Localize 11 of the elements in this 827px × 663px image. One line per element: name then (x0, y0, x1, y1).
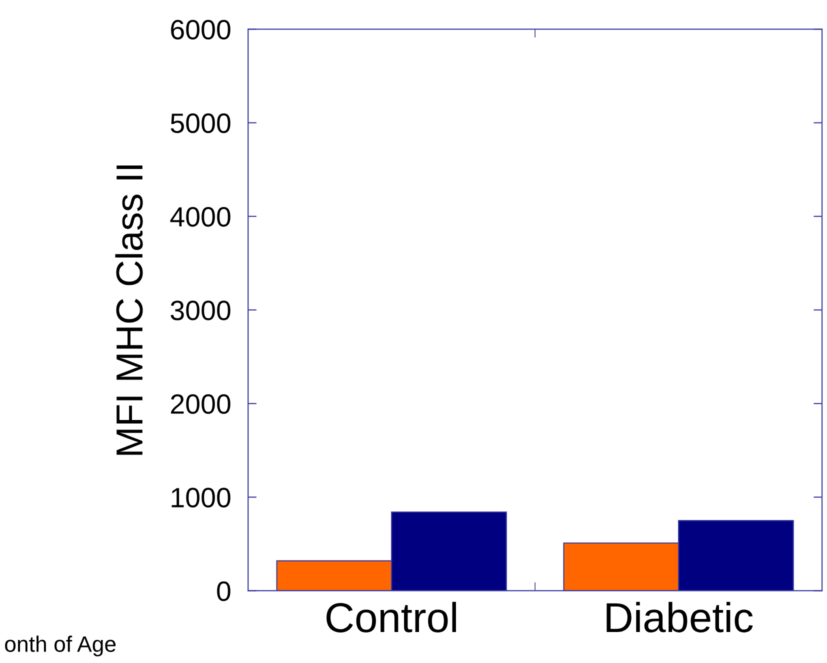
y-tick-label: 3000 (170, 300, 230, 320)
y-tick-label: 2000 (171, 394, 230, 414)
y-tick-label: 5000 (170, 113, 230, 134)
y-tick-label: 6000 (171, 20, 230, 40)
y-tick-label: 0 (217, 581, 230, 602)
y-tick-label: 4000 (170, 207, 230, 227)
text: onth of Age (5, 636, 116, 656)
y-tick-label: 1000 (172, 488, 230, 508)
x-tick-label: Diabetic (606, 602, 753, 632)
y-axis-title: MFI MHC Class II (115, 165, 143, 455)
x-tick-label: Control (326, 602, 456, 632)
